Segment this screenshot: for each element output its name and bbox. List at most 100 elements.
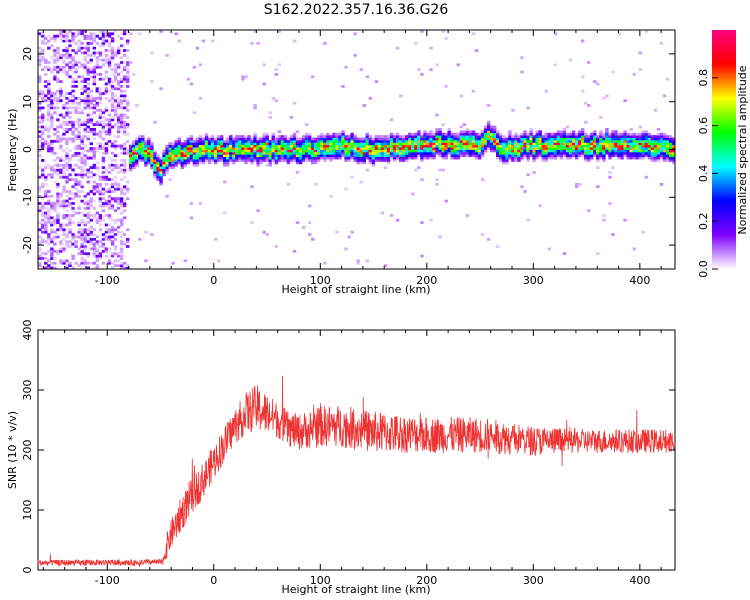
spectrogram-cell	[38, 221, 42, 224]
spectrogram-cell	[292, 101, 297, 105]
spectrogram-cell	[38, 242, 42, 246]
spectrogram-cell	[568, 144, 573, 148]
spectrogram-cell	[53, 94, 57, 98]
spectrogram-cell	[62, 202, 66, 205]
spectrogram-cell	[110, 56, 115, 60]
spectrogram-cell	[653, 149, 658, 153]
spectrogram-cell	[86, 73, 90, 76]
spectrogram-cell	[444, 135, 448, 138]
spectrogram-cell	[432, 142, 436, 146]
spectrogram-cell	[210, 139, 215, 143]
spectrogram-cell	[77, 180, 81, 184]
spectrogram-cell	[180, 154, 184, 158]
spectrogram-cell	[605, 139, 609, 143]
spectrogram-cell	[47, 166, 51, 170]
spectrogram-cell	[398, 137, 403, 141]
spectrogram-cell	[496, 130, 500, 134]
spectrogram-cell	[556, 149, 561, 153]
spectrogram-cell	[453, 147, 457, 150]
spectrogram-cell	[229, 144, 233, 148]
spectrogram-cell	[247, 156, 251, 160]
spectrogram-cell	[517, 154, 521, 158]
spectrogram-cell	[411, 132, 415, 136]
spectrogram-cell	[162, 154, 166, 158]
spectrogram-cell	[356, 259, 360, 263]
spectrogram-cell	[671, 156, 676, 160]
spectrogram-cell	[56, 204, 60, 208]
spectrogram-cell	[638, 135, 643, 138]
spectrogram-cell	[298, 156, 303, 160]
spectrogram-cell	[74, 68, 78, 72]
spectrogram-cell	[635, 147, 639, 150]
spectrogram-cell	[274, 154, 279, 158]
spectrogram-cell	[83, 106, 87, 110]
spectrogram-cell	[107, 99, 112, 103]
spectrogram-cell	[41, 68, 45, 72]
spectrogram-cell	[247, 154, 251, 158]
spectrogram-cell	[80, 182, 84, 186]
spectrogram-cell	[386, 144, 391, 148]
spectrogram-cell	[347, 154, 351, 158]
spectrogram-cell	[159, 171, 163, 174]
spectrogram-cell	[392, 139, 397, 143]
spectrogram-cell	[116, 113, 121, 117]
spectrogram-cell	[547, 135, 552, 138]
spectrogram-cell	[53, 92, 57, 95]
spectrogram-cell	[444, 154, 448, 158]
spectrogram-cell	[411, 149, 415, 153]
spectrogram-cell	[110, 206, 115, 210]
spectrogram-cell	[611, 139, 615, 143]
spectrogram-cell	[429, 68, 433, 72]
spectrogram-cell	[98, 223, 103, 227]
spectrogram-cell	[98, 92, 103, 95]
spectrogram-cell	[44, 127, 48, 131]
spectrogram-cell	[141, 156, 145, 160]
spectrogram-cell	[423, 151, 427, 155]
spectrogram-cell	[559, 130, 564, 134]
spectrogram-cell	[125, 139, 130, 143]
spectrogram-cell	[62, 70, 66, 74]
spectrogram-cell	[593, 142, 597, 146]
spectrogram-cell	[402, 151, 406, 155]
spectrogram-cell	[104, 49, 109, 52]
spectrogram-cell	[584, 149, 588, 153]
spectrogram-cell	[420, 156, 424, 160]
spectrogram-cell	[74, 63, 78, 67]
spectrogram-cell	[286, 149, 291, 153]
spectrogram-cell	[565, 149, 570, 153]
spectrogram-cell	[259, 149, 263, 153]
spectrogram-cell	[68, 218, 72, 222]
spectrogram-cell	[529, 144, 533, 148]
spectrogram-cell	[471, 32, 476, 36]
spectrogram-cell	[405, 137, 409, 141]
spectrogram-cell	[204, 156, 209, 160]
spectrogram-cell	[602, 144, 606, 148]
spectrogram-cell	[496, 144, 500, 148]
spectrogram-cell	[326, 154, 330, 158]
spectrogram-cell	[584, 144, 588, 148]
spectrogram-cell	[38, 53, 42, 57]
spectrogram-cell	[80, 137, 84, 141]
spectrogram-cell	[423, 137, 427, 141]
spectrogram-cell	[213, 159, 218, 162]
spectrogram-cell	[95, 89, 100, 93]
spectrogram-cell	[462, 139, 467, 143]
spectrogram-cell	[565, 137, 570, 141]
spectrogram-cell	[456, 63, 461, 67]
spectrogram-cell	[338, 154, 342, 158]
spectrogram-cell	[571, 137, 576, 141]
spectrogram-cell	[119, 44, 124, 48]
spectrogram-cell	[110, 144, 115, 148]
spectrogram-cell	[59, 204, 63, 208]
spectrogram-cell	[104, 58, 109, 62]
spectrogram-cell	[141, 154, 145, 158]
spectrogram-cell	[147, 156, 151, 160]
spectrogram-cell	[423, 147, 427, 150]
spectrogram-cell	[44, 266, 48, 270]
spectrogram-cell	[119, 123, 124, 126]
spectrogram-cell	[541, 137, 545, 141]
spectrogram-cell	[377, 139, 382, 143]
spectrogram-cell	[65, 101, 69, 105]
spectrogram-cell	[216, 142, 221, 146]
spectrogram-cell	[265, 139, 269, 143]
